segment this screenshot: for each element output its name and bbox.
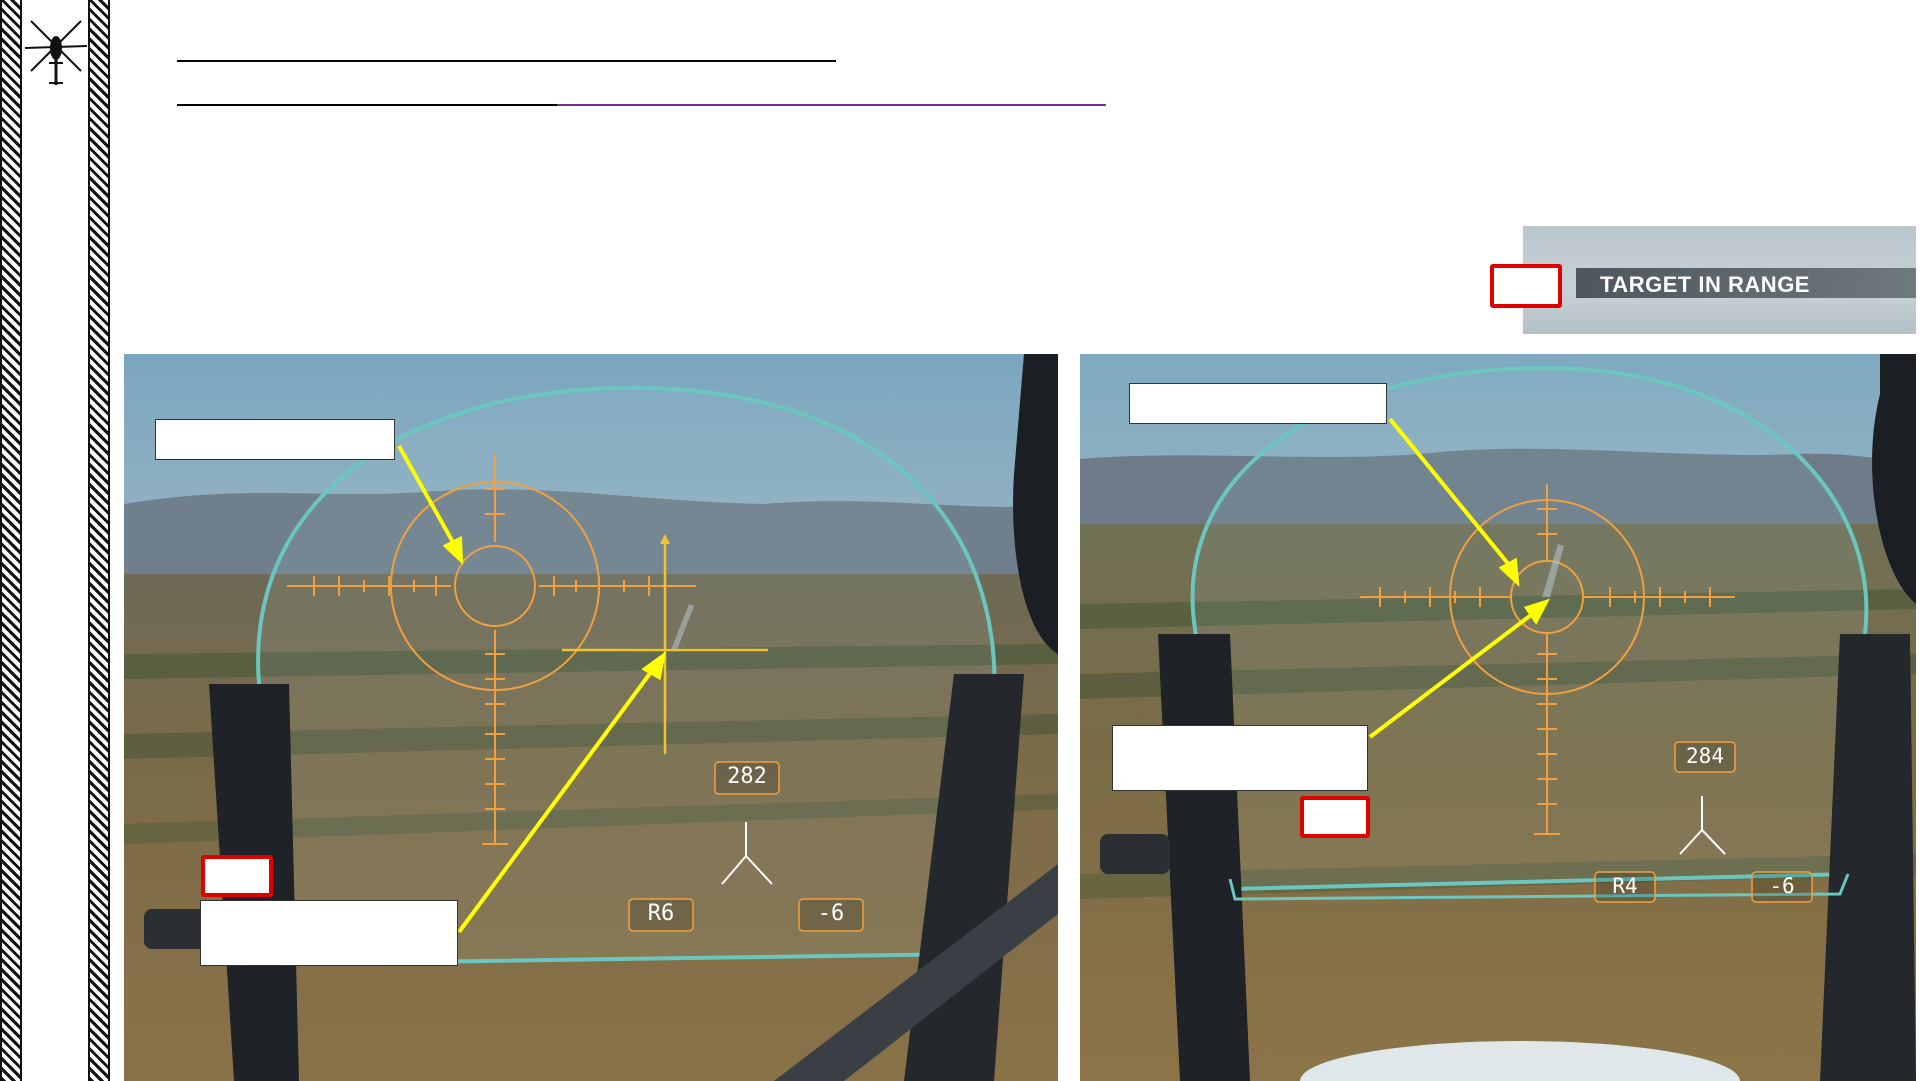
right-range-readout: R4 — [1612, 874, 1638, 898]
status-bar: TARGET IN RANGE — [1576, 268, 1916, 298]
subtitle-underline — [177, 104, 557, 106]
right-hatch-border — [88, 0, 110, 1081]
right-target-callout — [1112, 725, 1368, 791]
left-elevation-readout: -6 — [817, 901, 845, 926]
right-sight-scene — [1080, 354, 1916, 1081]
right-sight-view: 284 R4 -6 — [1080, 354, 1916, 1081]
right-callout-marker — [1300, 796, 1370, 838]
left-hatch-border — [0, 0, 22, 1081]
right-reticle-callout — [1129, 383, 1387, 424]
left-range-readout: R6 — [647, 901, 675, 926]
left-sight-scene — [124, 354, 1058, 1081]
banner-callout-marker — [1490, 264, 1562, 308]
left-callout-marker — [201, 855, 273, 897]
helicopter-icon — [24, 15, 88, 90]
right-elevation-readout: -6 — [1769, 874, 1795, 898]
status-text: TARGET IN RANGE — [1600, 272, 1810, 297]
left-marker-callout — [200, 900, 458, 966]
title-underline — [177, 60, 836, 62]
left-reticle-callout — [155, 419, 395, 460]
left-heading-readout: 282 — [727, 764, 767, 789]
subtitle-accent-underline — [557, 104, 1106, 106]
target-in-range-banner: TARGET IN RANGE — [1523, 226, 1916, 334]
right-heading-readout: 284 — [1686, 744, 1724, 768]
left-sight-view: 282 R6 -6 — [124, 354, 1058, 1081]
